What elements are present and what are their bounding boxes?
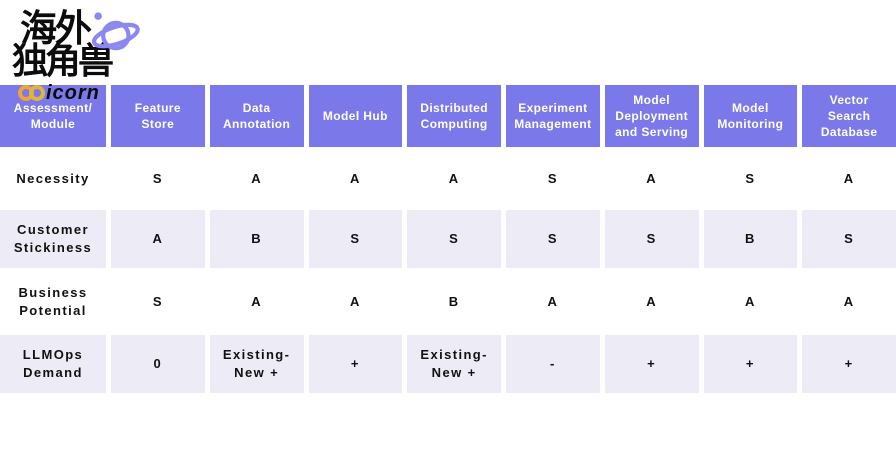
value-cell: + bbox=[802, 335, 896, 393]
value-cell: S bbox=[802, 210, 896, 268]
ring-icon bbox=[29, 85, 45, 101]
col-header-distributed-computing: Distributed Computing bbox=[407, 85, 501, 147]
value-cell: + bbox=[604, 335, 699, 393]
col-header-assessment-module: Assessment/ Module bbox=[0, 85, 106, 147]
value-cell: S bbox=[506, 210, 600, 268]
logo-chinese-line1: 海外 bbox=[20, 7, 92, 50]
value-cell: A bbox=[843, 293, 855, 309]
value-cell: - bbox=[506, 335, 600, 393]
saturn-planet-icon bbox=[91, 12, 140, 51]
col-header-model-deployment-serving: Model Deployment and Serving bbox=[604, 85, 699, 147]
col-header-data-annotation: Data Annotation bbox=[209, 85, 304, 147]
row-label-business-potential: Business Potential bbox=[18, 284, 88, 318]
col-header-vector-search-database: Vector Search Database bbox=[802, 85, 896, 147]
value-cell: + bbox=[703, 335, 798, 393]
row-label-necessity: Necessity bbox=[16, 170, 90, 186]
value-cell: A bbox=[251, 170, 263, 186]
value-cell: S bbox=[547, 170, 558, 186]
overseas-unicorn-logo: 海外 独角兽 icorn bbox=[8, 2, 158, 108]
value-cell: 0 bbox=[111, 335, 205, 393]
value-cell: A bbox=[744, 293, 756, 309]
row-label-customer-stickiness: Customer Stickiness bbox=[0, 210, 106, 268]
value-cell: S bbox=[604, 210, 699, 268]
value-cell: A bbox=[349, 293, 361, 309]
value-cell: S bbox=[745, 170, 756, 186]
value-cell: S bbox=[407, 210, 501, 268]
col-header-model-hub: Model Hub bbox=[308, 85, 403, 147]
value-cell: A bbox=[843, 170, 855, 186]
value-cell: A bbox=[646, 170, 658, 186]
value-cell: S bbox=[152, 293, 163, 309]
value-cell: Existing- New + bbox=[209, 335, 304, 393]
col-header-experiment-management: Experiment Management bbox=[506, 85, 600, 147]
value-cell: A bbox=[251, 293, 263, 309]
value-cell: Existing- New + bbox=[407, 335, 501, 393]
value-cell: A bbox=[547, 293, 559, 309]
value-cell: B bbox=[448, 293, 460, 309]
row-label-llmops-demand: LLMOps Demand bbox=[0, 335, 106, 393]
value-cell: A bbox=[448, 170, 460, 186]
value-cell: S bbox=[308, 210, 403, 268]
col-header-feature-store: Feature Store bbox=[111, 85, 205, 147]
logo-chinese-line2: 独角兽 bbox=[12, 41, 114, 82]
value-cell: A bbox=[349, 170, 361, 186]
value-cell: A bbox=[646, 293, 658, 309]
logo-icorn-row: icorn bbox=[18, 83, 100, 103]
value-cell: B bbox=[703, 210, 798, 268]
logo-icorn-text: icorn bbox=[46, 82, 100, 104]
value-cell: B bbox=[209, 210, 304, 268]
assessment-table: Assessment/ Module Feature Store Data An… bbox=[0, 85, 896, 393]
value-cell: A bbox=[111, 210, 205, 268]
value-cell: + bbox=[308, 335, 403, 393]
value-cell: S bbox=[152, 170, 163, 186]
col-header-model-monitoring: Model Monitoring bbox=[703, 85, 798, 147]
